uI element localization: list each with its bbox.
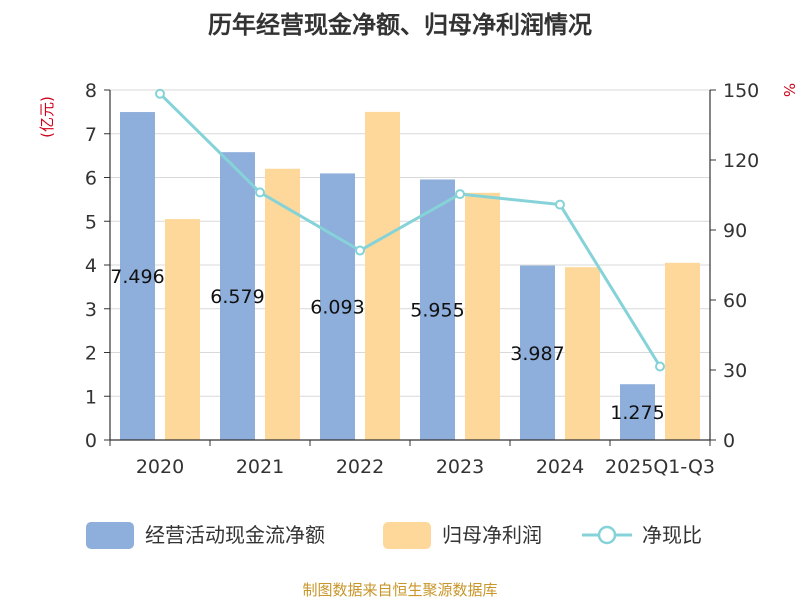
legend-swatch-ratio-point [597, 525, 617, 545]
left-tick-label: 7 [85, 124, 97, 146]
right-tick-label: 120 [723, 150, 759, 172]
x-tick-label: 2021 [236, 456, 284, 478]
ratio-point [655, 361, 665, 372]
legend-label-ratio: 净现比 [642, 523, 702, 547]
axes: 0 1 2 3 4 5 6 7 8 0 30 60 90 120 150 2020 2021 2022 2023 20… [85, 80, 759, 478]
legend-label-net-profit: 归母净利润 [442, 523, 542, 547]
ratio-point [355, 245, 365, 256]
right-axis-unit: % [780, 83, 798, 97]
left-tick-label: 2 [85, 343, 97, 365]
left-tick-label: 8 [85, 80, 97, 102]
left-tick-label: 0 [85, 430, 97, 452]
x-tick-label: 2025Q1-Q3 [605, 456, 715, 478]
bar-operating-cash-flow [220, 152, 255, 440]
ratio-line [155, 88, 665, 372]
bar-operating-cash-flow [120, 112, 155, 441]
right-tick-label: 30 [723, 360, 747, 382]
bar-net-profit [565, 267, 600, 440]
ratio-line-path [158, 92, 662, 368]
data-label: 6.579 [210, 286, 264, 308]
ratio-point [255, 187, 265, 198]
bar-net-profit [365, 111, 400, 440]
x-tick-label: 2024 [536, 456, 584, 478]
bar-operating-cash-flow [420, 179, 455, 440]
ratio-point [155, 88, 165, 99]
left-tick-label: 4 [85, 255, 97, 277]
left-tick-label: 5 [85, 211, 97, 233]
data-label: 6.093 [310, 297, 364, 319]
bar-operating-cash-flow [520, 265, 555, 440]
left-tick-label: 1 [85, 386, 97, 408]
left-tick-label: 6 [85, 168, 97, 190]
ratio-point [555, 199, 565, 210]
x-tick-label: 2023 [436, 456, 484, 478]
right-tick-label: 60 [723, 290, 747, 312]
data-labels: 7.496 6.579 6.093 5.955 3.987 1.275 [110, 266, 664, 424]
data-label: 5.955 [410, 300, 464, 322]
data-label: 1.275 [610, 402, 664, 424]
bar-net-profit [465, 192, 500, 440]
legend-swatch-operating-cash-flow [86, 522, 134, 549]
bar-operating-cash-flow [620, 384, 655, 440]
data-label: 3.987 [510, 343, 564, 365]
x-tick-label: 2022 [336, 456, 384, 478]
bar-net-profit [265, 168, 300, 440]
legend-label-operating-cash-flow: 经营活动现金流净额 [145, 523, 325, 547]
left-tick-label: 3 [85, 299, 97, 321]
bar-net-profit [165, 219, 200, 440]
bars [120, 111, 700, 441]
source-note: 制图数据来自恒生聚源数据库 [302, 581, 497, 599]
legend-swatch-net-profit [383, 522, 431, 549]
right-tick-label: 90 [723, 220, 747, 242]
right-tick-label: 0 [723, 430, 735, 452]
ratio-point [455, 189, 465, 200]
chart-title: 历年经营现金净额、归母净利润情况 [208, 11, 592, 39]
bar-operating-cash-flow [320, 173, 355, 440]
data-label: 7.496 [110, 266, 164, 288]
x-tick-label: 2020 [136, 456, 184, 478]
bar-net-profit [665, 262, 700, 440]
legend: 经营活动现金流净额 归母净利润 净现比 [86, 522, 702, 549]
right-tick-label: 150 [723, 80, 759, 102]
left-axis-unit: (亿元) [38, 96, 56, 138]
